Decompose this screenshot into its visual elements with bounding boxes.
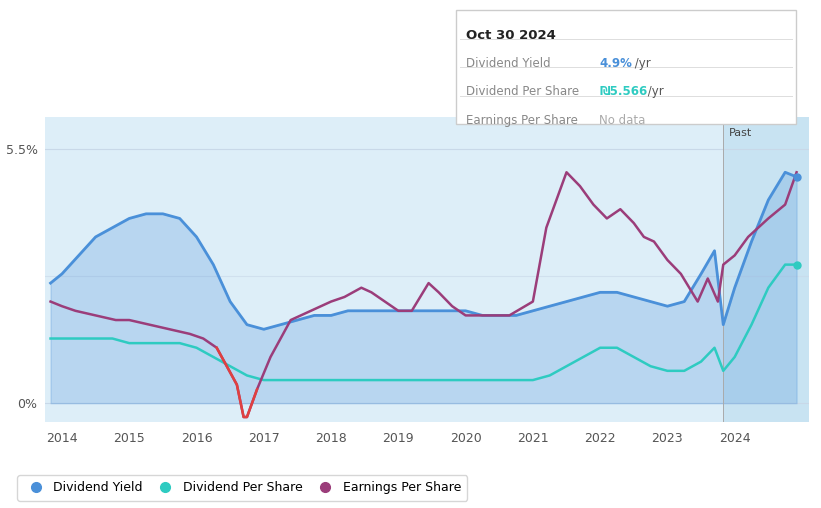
Text: Earnings Per Share: Earnings Per Share (466, 114, 577, 126)
Legend: Dividend Yield, Dividend Per Share, Earnings Per Share: Dividend Yield, Dividend Per Share, Earn… (17, 475, 467, 501)
Text: 4.9%: 4.9% (599, 56, 632, 70)
Text: Past: Past (728, 129, 752, 138)
Text: ₪5.566: ₪5.566 (599, 85, 648, 98)
Text: Oct 30 2024: Oct 30 2024 (466, 29, 555, 42)
Text: /yr: /yr (631, 56, 650, 70)
Text: No data: No data (599, 114, 645, 126)
Bar (723, 117, 809, 422)
Text: Dividend Per Share: Dividend Per Share (466, 85, 579, 98)
Text: Dividend Yield: Dividend Yield (466, 56, 550, 70)
Text: /yr: /yr (644, 85, 664, 98)
